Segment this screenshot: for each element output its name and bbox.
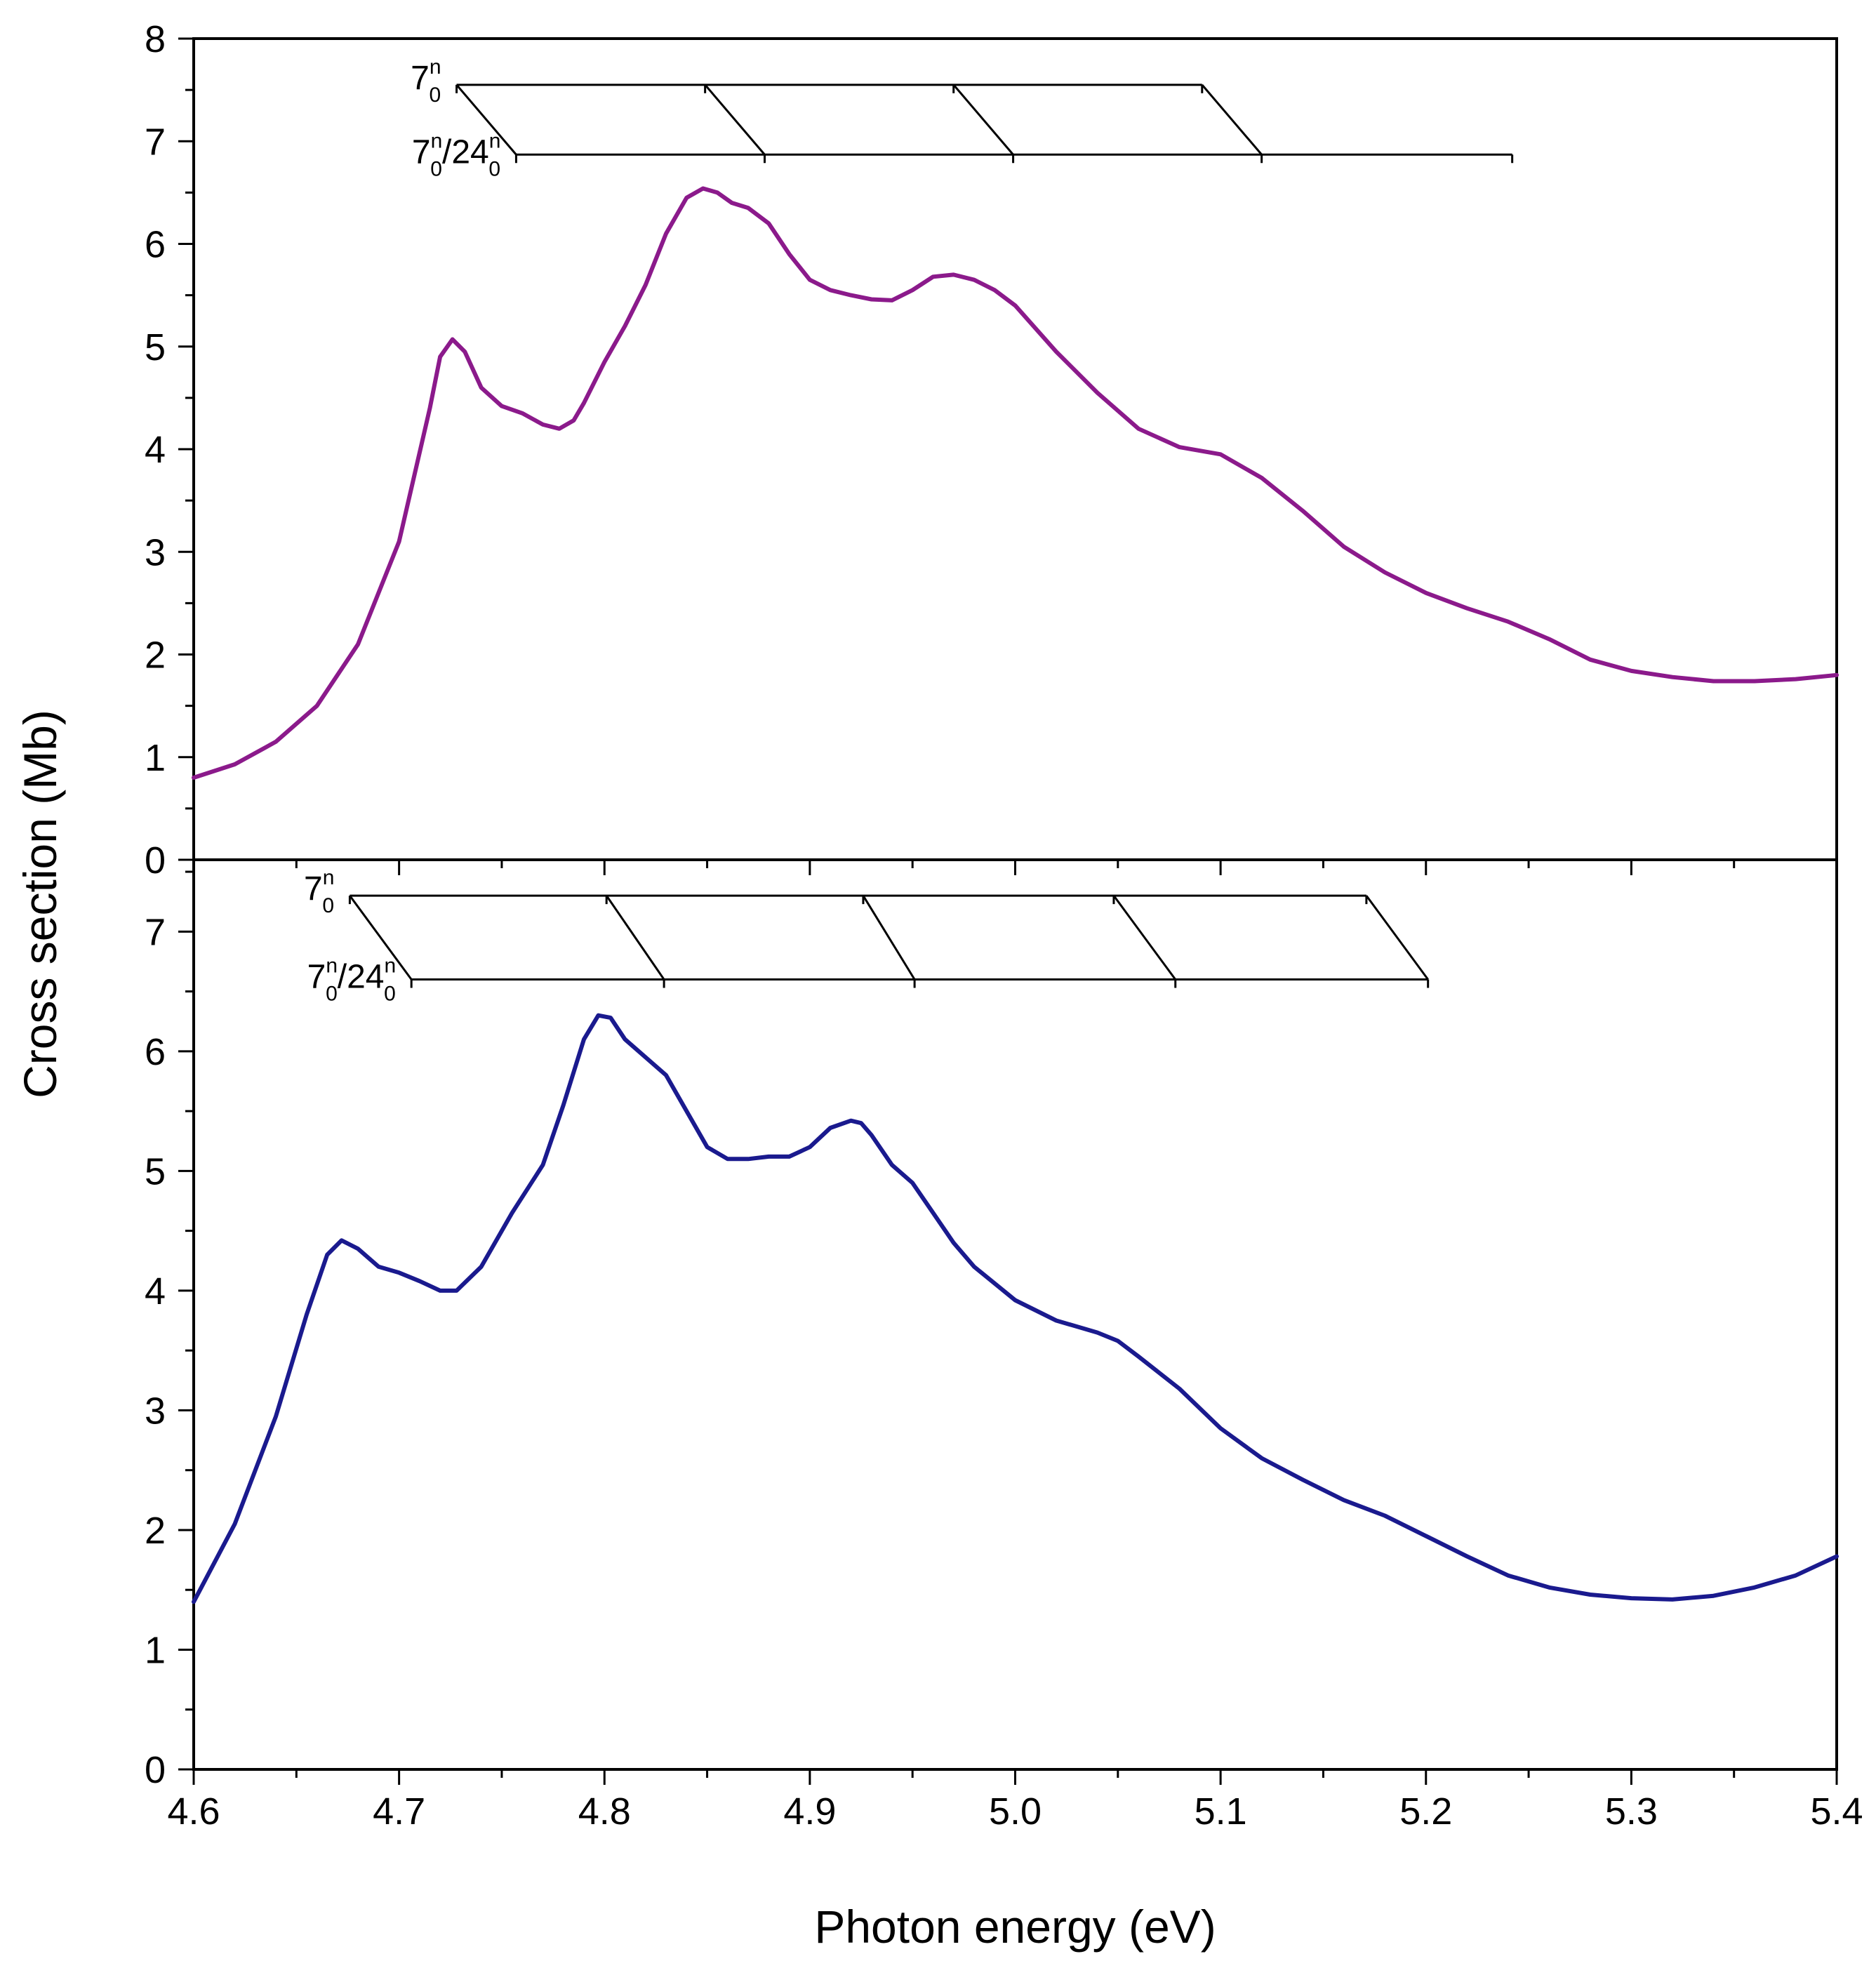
y-tick-label-top: 7: [145, 121, 166, 163]
progression-label-part: 0: [322, 894, 334, 917]
y-tick-label-top: 3: [145, 531, 166, 573]
y-tick-label-top: 1: [145, 737, 166, 779]
x-tick-label: 5.4: [1810, 1790, 1863, 1833]
progression-link: [952, 84, 1014, 156]
progression-label-part: n: [489, 129, 501, 152]
progression-label-part: n: [384, 955, 396, 978]
progression-label-lower: 7n 0/24n 0: [307, 955, 397, 1006]
progression-label-part: 7: [307, 959, 326, 996]
x-tick-label: 5.3: [1605, 1790, 1658, 1833]
y-tick-label-top: 4: [145, 429, 166, 471]
y-tick-label-bottom: 4: [145, 1270, 166, 1312]
y-tick-label-bottom: 2: [145, 1510, 166, 1552]
progression-label-part: 0: [430, 157, 442, 180]
x-axis-title: Photon energy (eV): [814, 1901, 1216, 1953]
plot-frame: [192, 37, 1838, 1771]
y-tick-label-top: 0: [145, 839, 166, 882]
y-tick-label-top: 8: [145, 18, 166, 60]
progression-label-part: /24: [442, 133, 489, 171]
y-tick-label-bottom: 0: [145, 1749, 166, 1791]
progression-link: [1112, 895, 1176, 980]
progression-label-part: 7: [411, 60, 430, 97]
progression-link: [349, 895, 413, 980]
x-tick-label: 5.1: [1195, 1790, 1247, 1833]
progression-label-part: 0: [326, 983, 338, 1006]
progression-label-part: 7: [412, 133, 431, 171]
y-tick-label-top: 5: [145, 326, 166, 368]
y-tick-label-bottom: 1: [145, 1629, 166, 1671]
y-tick-label-bottom: 7: [145, 911, 166, 953]
y-tick-label-top: 6: [145, 224, 166, 266]
progression-link: [455, 84, 517, 156]
progression-label-part: n: [323, 866, 335, 889]
progression-label-part: n: [431, 129, 443, 152]
y-axis-title: Cross section (Mb): [14, 710, 66, 1098]
y-tick-label-bottom: 5: [145, 1150, 166, 1192]
progression-label-lower: 7n 0/24n 0: [412, 129, 501, 180]
y-tick-label-bottom: 3: [145, 1390, 166, 1432]
y-tick-label-top: 2: [145, 634, 166, 677]
progression-link: [704, 84, 766, 156]
progression-label-part: 0: [430, 84, 441, 107]
progression-link: [605, 895, 665, 980]
progression-label-part: n: [326, 955, 338, 978]
y-tick-label-bottom: 6: [145, 1031, 166, 1073]
x-tick-label: 5.0: [989, 1790, 1042, 1833]
progression-label-part: 0: [488, 157, 500, 180]
progression-label-upper: 7n 0: [411, 55, 441, 107]
progression-label-part: 0: [384, 983, 396, 1006]
progression-link: [1365, 895, 1429, 980]
x-tick-label: 4.9: [783, 1790, 836, 1833]
x-tick-label: 4.7: [373, 1790, 425, 1833]
progression-label-part: /24: [338, 959, 385, 996]
bottom-spectrum-line: [192, 1013, 1839, 1604]
x-tick-label: 4.8: [578, 1790, 631, 1833]
progression-label-part: n: [430, 55, 441, 79]
progression-label-upper: 7n 0: [304, 866, 334, 917]
progression-label-part: 7: [304, 870, 323, 908]
progression-link: [1201, 84, 1263, 156]
x-tick-label: 5.2: [1399, 1790, 1452, 1833]
top-spectrum-line: [192, 186, 1839, 780]
progression-link: [862, 895, 916, 980]
x-tick-label: 4.6: [167, 1790, 220, 1833]
